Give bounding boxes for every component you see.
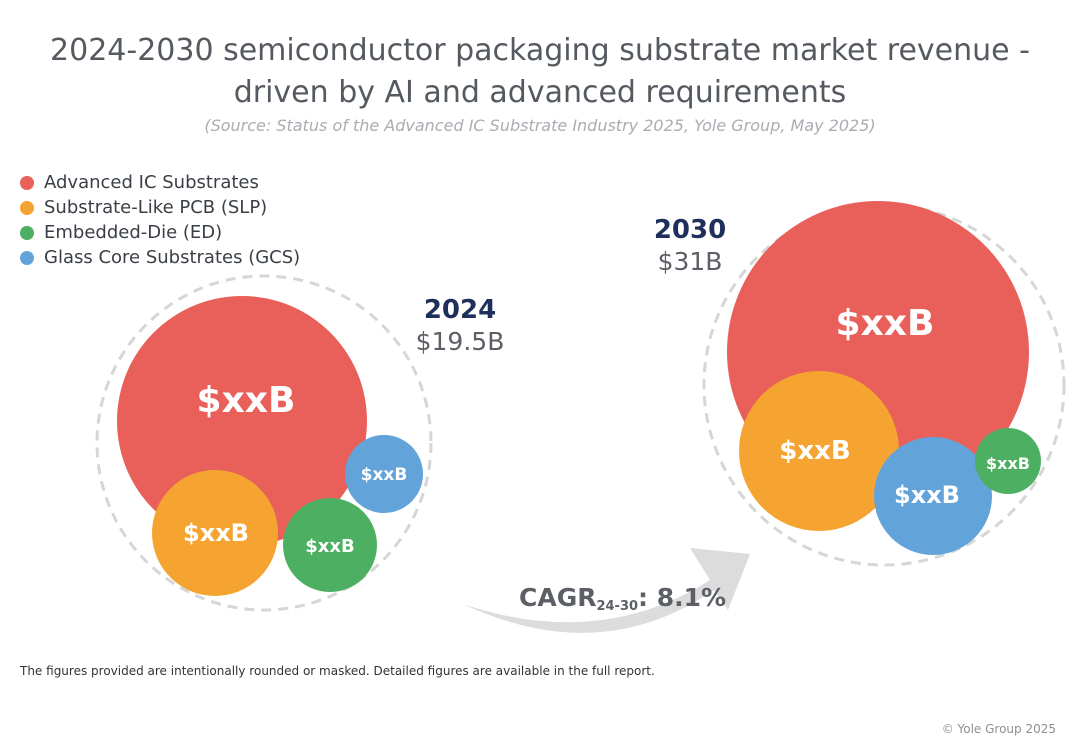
growth-arrow	[463, 548, 750, 633]
footnote: The figures provided are intentionally r…	[20, 664, 655, 678]
legend-label-slp: Substrate-Like PCB (SLP)	[44, 197, 268, 218]
legend-dot-ed	[20, 225, 34, 240]
legend-dot-gcs	[20, 250, 34, 265]
total-label-2024: $19.5B	[416, 327, 505, 356]
legend-item-ed: Embedded-Die (ED)	[20, 220, 300, 245]
chart-title: 2024-2030 semiconductor packaging substr…	[0, 30, 1080, 114]
cagr-prefix: CAGR	[519, 583, 596, 612]
bubble-label-2024-ed: $xxB	[305, 536, 354, 557]
group-outline-2024	[95, 274, 433, 612]
bubble-2024-gcs	[345, 435, 423, 513]
year-label-2030: 2030	[654, 215, 726, 245]
total-label-2030: $31B	[658, 247, 723, 276]
bubble-label-2030-advanced-ic: $xxB	[836, 303, 935, 344]
bubble-label-2024-slp: $xxB	[183, 519, 249, 547]
bubble-label-2024-gcs: $xxB	[361, 465, 408, 485]
chart-subtitle: (Source: Status of the Advanced IC Subst…	[204, 116, 876, 135]
legend-label-ed: Embedded-Die (ED)	[44, 222, 223, 243]
chart-title-line-1: 2024-2030 semiconductor packaging substr…	[50, 33, 1030, 68]
group-outline-2030	[702, 203, 1066, 567]
cagr-period: 24-30	[596, 599, 638, 614]
bubble-label-2030-ed: $xxB	[986, 454, 1030, 473]
legend-label-advanced-ic: Advanced IC Substrates	[44, 172, 259, 193]
bubble-2030-slp	[739, 371, 899, 531]
bubble-label-2024-advanced-ic: $xxB	[197, 380, 296, 421]
year-label-2024: 2024	[424, 295, 496, 325]
copyright: © Yole Group 2025	[941, 722, 1056, 736]
legend-label-gcs: Glass Core Substrates (GCS)	[44, 247, 301, 268]
legend-item-gcs: Glass Core Substrates (GCS)	[20, 245, 300, 270]
cagr-label: CAGR24-30: 8.1%	[519, 583, 726, 614]
bubble-label-2030-slp: $xxB	[779, 436, 850, 466]
bubbles-2030: $xxB $xxB $xxB $xxB	[727, 201, 1041, 555]
legend-dot-slp	[20, 200, 34, 215]
legend-item-slp: Substrate-Like PCB (SLP)	[20, 195, 300, 220]
bubble-2024-ed	[283, 498, 377, 592]
legend: Advanced IC Substrates Substrate-Like PC…	[20, 170, 300, 270]
bubble-2024-slp	[152, 470, 278, 596]
bubble-2030-gcs	[874, 437, 992, 555]
bubble-label-2030-gcs: $xxB	[894, 481, 960, 509]
bubbles-2024: $xxB $xxB $xxB $xxB	[117, 296, 423, 596]
legend-dot-advanced-ic	[20, 175, 34, 190]
chart-title-line-2: driven by AI and advanced requirements	[233, 75, 847, 110]
legend-item-advanced-ic: Advanced IC Substrates	[20, 170, 300, 195]
cagr-value: : 8.1%	[638, 583, 726, 612]
bubble-2030-ed	[975, 428, 1041, 494]
